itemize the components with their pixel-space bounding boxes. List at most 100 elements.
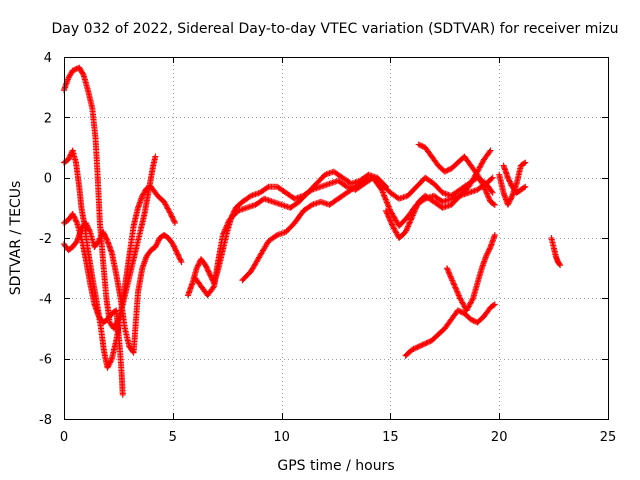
data-point-marks bbox=[113, 271, 124, 300]
data-point-marks bbox=[487, 233, 498, 250]
data-point-marks bbox=[76, 183, 85, 210]
data-point-marks bbox=[422, 338, 434, 347]
data-point-marks bbox=[100, 259, 110, 300]
data-point-marks bbox=[80, 72, 91, 92]
data-point-marks bbox=[448, 308, 460, 323]
series-track-5 bbox=[185, 174, 496, 299]
data-point-marks bbox=[191, 274, 204, 288]
data-point-marks bbox=[239, 269, 253, 284]
data-point-marks bbox=[94, 174, 103, 225]
data-point-marks bbox=[481, 305, 493, 320]
data-point-marks bbox=[232, 199, 245, 211]
series-track-11 bbox=[444, 231, 498, 314]
data-point-marks bbox=[141, 188, 152, 217]
data-point-mark bbox=[491, 301, 498, 308]
data-point-marks bbox=[435, 326, 447, 338]
data-point-marks bbox=[444, 265, 456, 285]
data-point-marks bbox=[167, 210, 178, 225]
data-point-marks bbox=[483, 175, 495, 187]
data-point-marks bbox=[470, 281, 480, 302]
data-point-marks bbox=[457, 181, 471, 193]
data-point-marks bbox=[378, 186, 393, 213]
data-point-marks bbox=[555, 259, 563, 268]
data-point-marks bbox=[65, 244, 75, 254]
data-point-marks bbox=[448, 193, 462, 208]
y-tick-label: 0 bbox=[44, 172, 52, 187]
data-point-marks bbox=[132, 290, 141, 326]
data-point-marks bbox=[117, 295, 128, 330]
data-point-marks bbox=[185, 281, 195, 299]
data-point-marks bbox=[448, 160, 460, 172]
data-point-marks bbox=[402, 347, 415, 359]
data-point-marks bbox=[291, 209, 306, 226]
data-point-marks bbox=[496, 171, 507, 195]
data-point-marks bbox=[474, 266, 485, 287]
data-point-mark bbox=[522, 159, 529, 166]
data-point-marks bbox=[82, 256, 93, 285]
data-point-mark bbox=[178, 259, 185, 266]
data-point-marks bbox=[504, 194, 515, 208]
data-point-marks bbox=[148, 183, 160, 198]
chart-title: Day 032 of 2022, Sidereal Day-to-day VTE… bbox=[52, 21, 619, 37]
data-point-marks bbox=[487, 198, 497, 208]
data-point-marks bbox=[135, 266, 146, 296]
data-point-marks bbox=[161, 232, 171, 241]
data-point-marks bbox=[481, 148, 493, 163]
data-point-marks bbox=[104, 311, 114, 323]
data-point-marks bbox=[415, 341, 427, 350]
data-point-marks bbox=[98, 325, 108, 355]
data-point-marks bbox=[483, 245, 493, 260]
data-point-marks bbox=[415, 141, 427, 150]
data-point-marks bbox=[87, 229, 97, 249]
data-point-marks bbox=[450, 280, 463, 300]
data-point-marks bbox=[148, 244, 158, 254]
data-point-marks bbox=[132, 230, 143, 254]
data-point-marks bbox=[396, 215, 410, 229]
data-point-marks bbox=[100, 229, 110, 243]
grid-lines bbox=[64, 57, 608, 419]
data-point-mark bbox=[152, 153, 159, 160]
data-point-marks bbox=[326, 196, 340, 208]
data-point-mark bbox=[491, 231, 498, 238]
data-point-marks bbox=[481, 183, 493, 204]
data-point-marks bbox=[287, 199, 301, 211]
series-track-10 bbox=[402, 301, 498, 359]
data-point-marks bbox=[108, 339, 119, 362]
data-point-marks bbox=[169, 241, 180, 255]
data-point-marks bbox=[428, 332, 441, 344]
data-point-marks bbox=[343, 184, 358, 196]
data-point-marks bbox=[69, 65, 81, 74]
data-point-marks bbox=[202, 262, 213, 276]
series-track-13 bbox=[500, 162, 529, 196]
data-point-marks bbox=[296, 190, 310, 205]
data-point-marks bbox=[474, 171, 487, 189]
x-tick-label: 25 bbox=[600, 430, 617, 445]
data-point-marks bbox=[100, 317, 110, 326]
x-tick-label: 0 bbox=[60, 430, 68, 445]
series-track-6 bbox=[191, 168, 390, 299]
data-point-marks bbox=[130, 321, 139, 356]
data-point-marks bbox=[474, 314, 486, 326]
data-point-marks bbox=[335, 177, 349, 189]
data-point-marks bbox=[82, 219, 93, 234]
data-point-marks bbox=[461, 310, 473, 322]
y-tick-label: 2 bbox=[44, 111, 52, 126]
data-point-marks bbox=[104, 357, 115, 371]
series-track-9 bbox=[415, 141, 498, 208]
data-point-marks bbox=[113, 307, 123, 345]
x-tick-labels: 0 5 10 15 20 25 bbox=[60, 430, 616, 445]
data-point-marks bbox=[374, 174, 388, 189]
data-point-marks bbox=[143, 184, 153, 192]
data-point-marks bbox=[441, 317, 454, 332]
x-tick-label: 15 bbox=[382, 430, 399, 445]
data-point-mark bbox=[489, 189, 496, 196]
x-axis-label: GPS time / hours bbox=[277, 458, 394, 474]
data-point-marks bbox=[387, 207, 402, 228]
data-point-marks bbox=[383, 207, 395, 228]
data-point-marks bbox=[84, 87, 95, 110]
data-point-marks bbox=[467, 162, 480, 177]
data-point-marks bbox=[441, 166, 453, 175]
data-point-marks bbox=[69, 239, 80, 250]
data-point-marks bbox=[409, 344, 421, 353]
y-axis-label: SDTVAR / TECUs bbox=[8, 181, 24, 296]
